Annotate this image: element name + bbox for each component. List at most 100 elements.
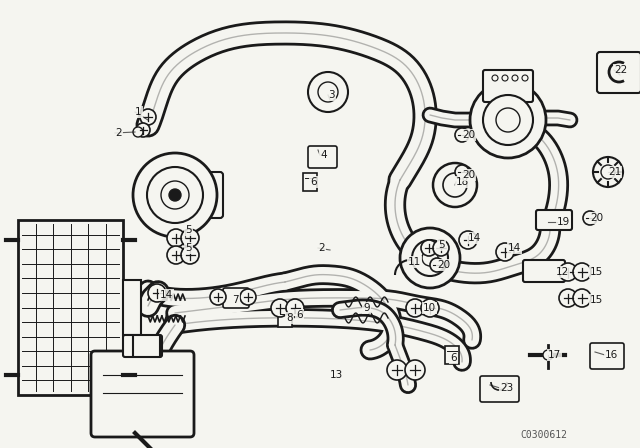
- Circle shape: [459, 231, 477, 249]
- Circle shape: [512, 75, 518, 81]
- Text: 14: 14: [508, 243, 521, 253]
- FancyBboxPatch shape: [123, 335, 162, 357]
- Circle shape: [133, 153, 217, 237]
- Circle shape: [147, 167, 203, 223]
- Text: 10: 10: [423, 303, 436, 313]
- FancyBboxPatch shape: [590, 343, 624, 369]
- Circle shape: [286, 299, 304, 317]
- Text: 13: 13: [330, 370, 343, 380]
- Text: 14: 14: [468, 233, 481, 243]
- Text: 12: 12: [556, 267, 569, 277]
- Text: 16: 16: [605, 350, 618, 360]
- Circle shape: [601, 165, 615, 179]
- Text: 11: 11: [408, 257, 421, 267]
- Circle shape: [422, 250, 438, 266]
- Text: 2: 2: [318, 243, 324, 253]
- Text: 21: 21: [608, 167, 621, 177]
- Text: 17: 17: [548, 350, 561, 360]
- Text: 20: 20: [590, 213, 603, 223]
- Bar: [18, 220, 123, 395]
- Circle shape: [496, 243, 514, 261]
- Circle shape: [308, 72, 348, 112]
- Text: 6: 6: [296, 310, 303, 320]
- Circle shape: [405, 360, 425, 380]
- Bar: [303, 173, 317, 191]
- Circle shape: [133, 127, 143, 137]
- Circle shape: [470, 82, 546, 158]
- Circle shape: [400, 228, 460, 288]
- Circle shape: [406, 299, 424, 317]
- Circle shape: [181, 229, 199, 247]
- Text: 6: 6: [450, 353, 456, 363]
- Circle shape: [483, 95, 533, 145]
- Text: 5: 5: [185, 243, 191, 253]
- Circle shape: [136, 123, 150, 137]
- Circle shape: [502, 75, 508, 81]
- Circle shape: [318, 82, 338, 102]
- Bar: [123, 280, 141, 335]
- Circle shape: [443, 173, 467, 197]
- Circle shape: [169, 189, 181, 201]
- Text: C0300612: C0300612: [520, 430, 567, 440]
- Text: 22: 22: [614, 65, 627, 75]
- Circle shape: [430, 258, 444, 272]
- Circle shape: [271, 299, 289, 317]
- Circle shape: [161, 181, 189, 209]
- Text: 23: 23: [500, 383, 513, 393]
- Text: 15: 15: [590, 267, 604, 277]
- Text: 15: 15: [590, 295, 604, 305]
- Text: 3: 3: [328, 90, 335, 100]
- Circle shape: [522, 75, 528, 81]
- FancyBboxPatch shape: [91, 351, 194, 437]
- Circle shape: [421, 240, 437, 256]
- Bar: [278, 309, 292, 327]
- Circle shape: [387, 360, 407, 380]
- Circle shape: [433, 163, 477, 207]
- Circle shape: [492, 75, 498, 81]
- Text: 1: 1: [135, 107, 141, 117]
- Text: 18: 18: [456, 177, 469, 187]
- Circle shape: [496, 108, 520, 132]
- Circle shape: [573, 263, 591, 281]
- FancyBboxPatch shape: [308, 146, 337, 168]
- Circle shape: [593, 157, 623, 187]
- Circle shape: [573, 289, 591, 307]
- Text: 14: 14: [160, 290, 173, 300]
- Circle shape: [433, 240, 449, 256]
- Text: 20: 20: [437, 260, 450, 270]
- FancyBboxPatch shape: [480, 376, 519, 402]
- FancyBboxPatch shape: [483, 70, 533, 102]
- FancyBboxPatch shape: [536, 210, 572, 230]
- Text: 9: 9: [363, 303, 370, 313]
- Circle shape: [583, 211, 597, 225]
- Text: 5: 5: [185, 225, 191, 235]
- Circle shape: [167, 229, 185, 247]
- Circle shape: [181, 246, 199, 264]
- Bar: [445, 346, 459, 364]
- Circle shape: [559, 289, 577, 307]
- Circle shape: [559, 263, 577, 281]
- Text: 5: 5: [438, 240, 445, 250]
- FancyBboxPatch shape: [172, 172, 223, 218]
- Text: 2: 2: [115, 128, 122, 138]
- Text: 4: 4: [320, 150, 326, 160]
- FancyBboxPatch shape: [523, 260, 565, 282]
- Text: 6: 6: [310, 177, 317, 187]
- Circle shape: [210, 289, 226, 305]
- Text: 8: 8: [286, 313, 292, 323]
- Circle shape: [167, 246, 185, 264]
- Circle shape: [140, 109, 156, 125]
- FancyBboxPatch shape: [223, 288, 249, 308]
- Circle shape: [412, 240, 448, 276]
- Circle shape: [148, 284, 166, 302]
- Circle shape: [543, 350, 553, 360]
- Circle shape: [455, 165, 469, 179]
- Text: 20: 20: [462, 130, 475, 140]
- FancyBboxPatch shape: [597, 52, 640, 93]
- Text: 7: 7: [232, 295, 239, 305]
- Circle shape: [421, 299, 439, 317]
- Circle shape: [455, 128, 469, 142]
- Text: 19: 19: [557, 217, 570, 227]
- Circle shape: [240, 289, 256, 305]
- Text: 20: 20: [462, 170, 475, 180]
